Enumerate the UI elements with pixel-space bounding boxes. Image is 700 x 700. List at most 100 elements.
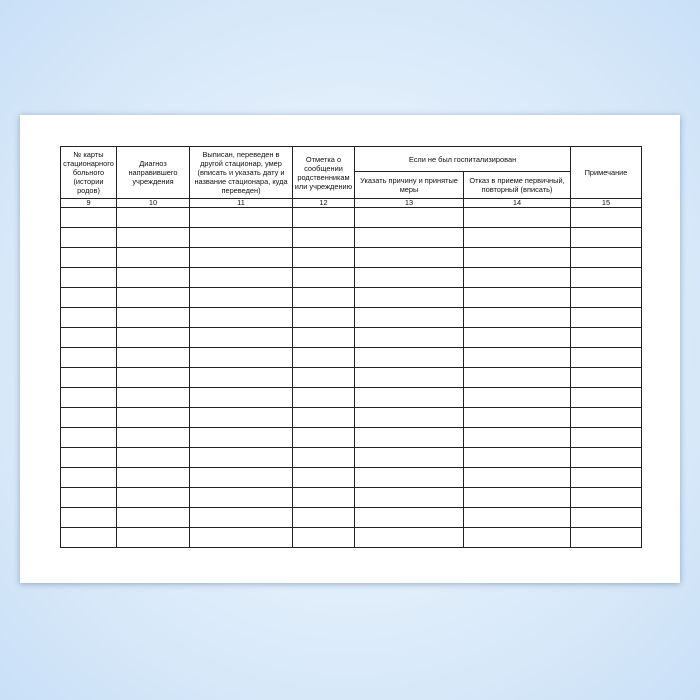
table-cell <box>60 447 117 468</box>
table-cell <box>116 287 190 308</box>
table-cell <box>60 487 117 508</box>
table-cell <box>462 447 572 468</box>
table-cell <box>60 287 117 308</box>
table-cell <box>189 407 293 428</box>
table-cell <box>570 367 643 388</box>
header-notification: Отметка о сообщении родственникам или уч… <box>292 146 355 199</box>
table-cell <box>292 367 355 388</box>
table-cell <box>462 367 572 388</box>
column-number: 9 <box>60 198 117 208</box>
table-cell <box>462 427 572 448</box>
table-cell <box>189 367 293 388</box>
table-cell <box>354 347 464 368</box>
table-cell <box>189 527 293 548</box>
table-cell <box>570 487 643 508</box>
table-cell <box>462 527 572 548</box>
table-cell <box>570 407 643 428</box>
header-not-hospitalized: Если не был госпитализирован <box>353 146 572 172</box>
table-cell <box>189 287 293 308</box>
table-row <box>60 447 643 468</box>
table-cell <box>60 347 117 368</box>
table-cell <box>292 427 355 448</box>
table-cell <box>60 387 117 408</box>
table-cell <box>462 227 572 248</box>
table-cell <box>462 287 572 308</box>
table-cell <box>116 247 190 268</box>
table-cell <box>354 447 464 468</box>
table-cell <box>189 327 293 348</box>
table-cell <box>292 487 355 508</box>
table-cell <box>292 207 355 228</box>
table-row <box>60 267 643 288</box>
table-cell <box>116 307 190 328</box>
table-cell <box>354 367 464 388</box>
table-row <box>60 307 643 328</box>
table-cell <box>60 427 117 448</box>
header-discharged: Выписан, переведен в другой стационар, у… <box>189 146 293 199</box>
table-cell <box>570 247 643 268</box>
table-cell <box>354 207 464 228</box>
table-cell <box>60 467 117 488</box>
column-number: 11 <box>189 198 293 208</box>
table-cell <box>570 507 643 528</box>
table-cell <box>116 267 190 288</box>
table-cell <box>462 467 572 488</box>
table-cell <box>462 267 572 288</box>
table-cell <box>462 207 572 228</box>
table-cell <box>60 247 117 268</box>
table-row <box>60 287 643 308</box>
header-note: Примечание <box>570 146 643 199</box>
table-cell <box>462 307 572 328</box>
table-cell <box>189 347 293 368</box>
table-cell <box>570 287 643 308</box>
table-cell <box>292 467 355 488</box>
table-cell <box>292 347 355 368</box>
table-cell <box>292 227 355 248</box>
table-cell <box>116 367 190 388</box>
table-cell <box>462 487 572 508</box>
table-cell <box>116 387 190 408</box>
table-row <box>60 467 643 488</box>
table-cell <box>354 267 464 288</box>
column-number: 15 <box>570 198 643 208</box>
column-number: 13 <box>354 198 464 208</box>
table-cell <box>462 407 572 428</box>
header-refusal: Отказ в приеме первичный, повторный (впи… <box>462 171 572 199</box>
table-cell <box>60 327 117 348</box>
table-cell <box>116 527 190 548</box>
table-cell <box>354 527 464 548</box>
table-cell <box>116 427 190 448</box>
column-number: 14 <box>462 198 572 208</box>
table-row <box>60 247 643 268</box>
table-cell <box>570 307 643 328</box>
table-cell <box>570 527 643 548</box>
table-cell <box>354 507 464 528</box>
table-cell <box>189 467 293 488</box>
table-cell <box>292 247 355 268</box>
header-reason: Указать причину и принятые меры <box>354 171 464 199</box>
table-cell <box>354 307 464 328</box>
table-cell <box>60 407 117 428</box>
document-page: № карты стационарного больного (истории … <box>20 115 680 583</box>
register-table: № карты стационарного больного (истории … <box>60 146 643 548</box>
table-cell <box>354 327 464 348</box>
table-cell <box>570 327 643 348</box>
table-cell <box>116 227 190 248</box>
table-cell <box>354 287 464 308</box>
table-cell <box>292 327 355 348</box>
table-cell <box>189 247 293 268</box>
table-cell <box>189 447 293 468</box>
table-cell <box>116 207 190 228</box>
table-cell <box>292 507 355 528</box>
table-cell <box>292 387 355 408</box>
table-cell <box>116 487 190 508</box>
table-row <box>60 227 643 248</box>
table-cell <box>570 347 643 368</box>
table-row <box>60 327 643 348</box>
table-cell <box>189 267 293 288</box>
table-cell <box>462 247 572 268</box>
table-row <box>60 527 643 548</box>
table-cell <box>354 467 464 488</box>
table-cell <box>60 207 117 228</box>
table-cell <box>189 307 293 328</box>
